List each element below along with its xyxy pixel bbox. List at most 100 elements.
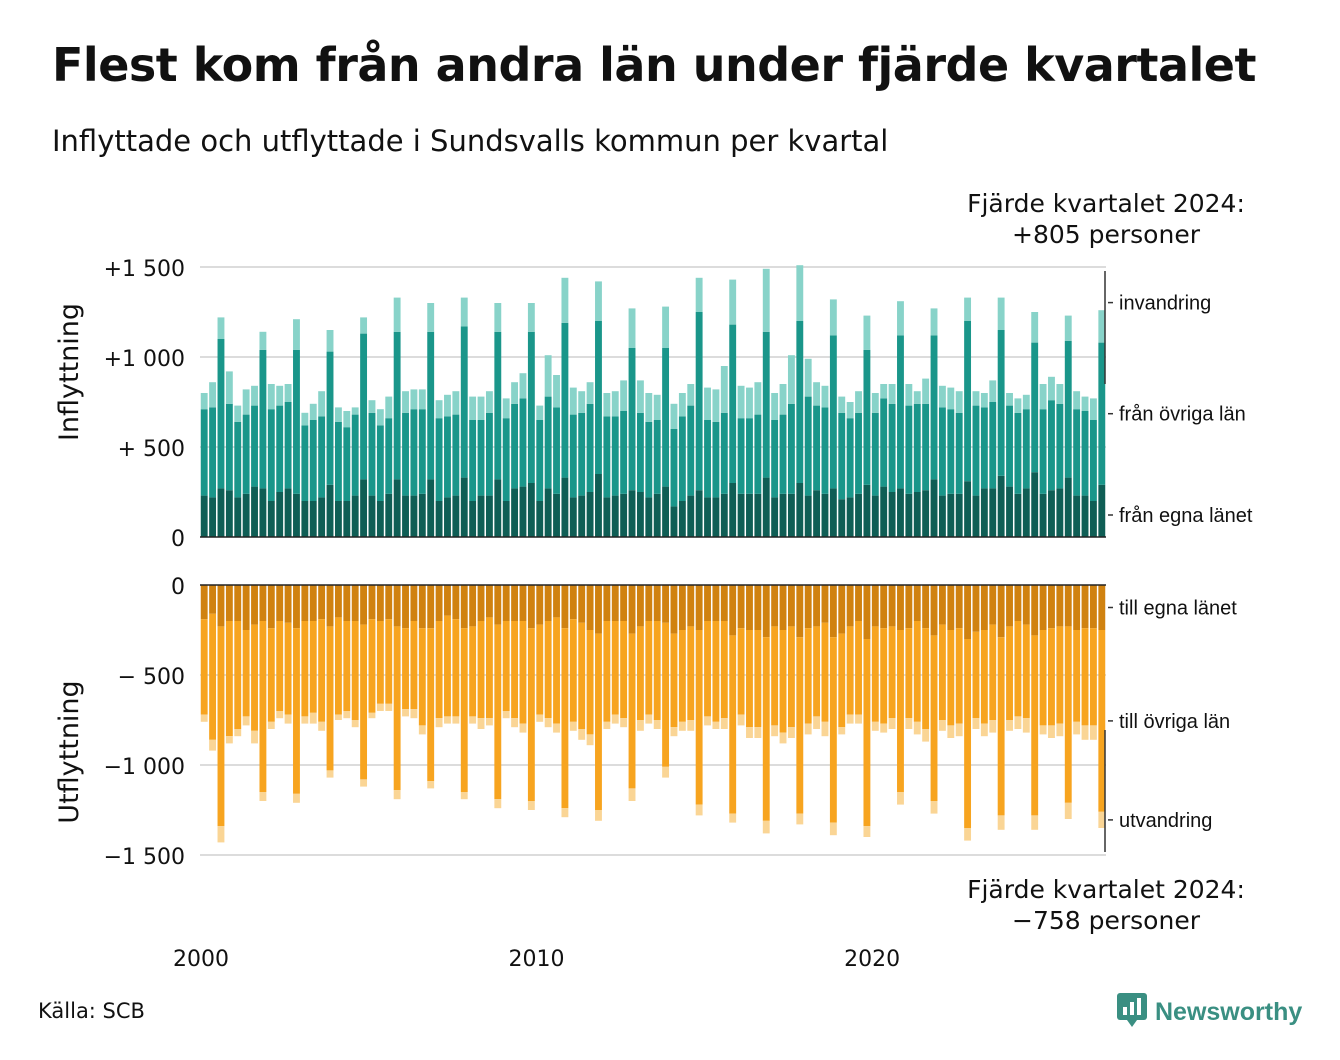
bar-outflow-own <box>536 585 544 625</box>
bar-inflow-own <box>477 495 485 537</box>
bar-outflow-emig <box>880 723 888 733</box>
bar-inflow-own <box>913 492 921 537</box>
bar-inflow-own <box>628 490 636 537</box>
bar-outflow-own <box>989 585 997 625</box>
bar-inflow-immig <box>838 396 846 413</box>
bar-inflow-other <box>746 418 753 494</box>
bar-inflow-other <box>376 425 384 501</box>
bar-inflow-immig <box>225 371 233 404</box>
bar-outflow-emig <box>813 716 821 729</box>
bar-inflow-other <box>343 427 351 501</box>
bar-outflow-own <box>1031 585 1039 636</box>
bar-outflow-other <box>829 637 837 823</box>
bar-inflow-other <box>913 403 921 492</box>
bar-inflow-other <box>821 407 829 494</box>
bar-outflow-own <box>947 585 955 630</box>
bar-inflow-immig <box>888 384 896 404</box>
bar-outflow-own <box>930 585 938 636</box>
bar-inflow-own <box>485 495 493 537</box>
bar-inflow-immig <box>938 385 946 408</box>
bar-outflow-own <box>762 585 770 638</box>
bar-inflow-own <box>1031 472 1039 537</box>
bar-inflow-own <box>452 495 460 537</box>
bar-outflow-own <box>418 585 426 629</box>
bar-outflow-other <box>1064 626 1072 803</box>
bar-inflow-other <box>251 405 258 487</box>
bar-outflow-other <box>888 626 896 719</box>
bar-inflow-own <box>209 497 217 537</box>
bar-inflow-other <box>595 321 602 474</box>
bar-outflow-other <box>1048 628 1055 726</box>
bar-outflow-emig <box>771 725 779 737</box>
bar-inflow-immig <box>947 387 955 410</box>
bar-inflow-other <box>469 420 477 501</box>
bar-inflow-other <box>326 351 334 485</box>
bar-inflow-own <box>863 484 871 537</box>
bar-outflow-own <box>720 585 728 621</box>
bar-outflow-own <box>569 585 577 620</box>
bar-outflow-other <box>620 621 628 719</box>
series-label-out-own: till egna länet <box>1119 598 1237 620</box>
bar-inflow-other <box>293 349 300 494</box>
bar-inflow-own <box>217 488 225 537</box>
bar-inflow-own <box>402 495 409 537</box>
bar-inflow-own <box>645 497 653 537</box>
bar-outflow-other <box>712 621 720 722</box>
bar-outflow-emig <box>553 723 560 733</box>
bar-outflow-other <box>645 621 653 715</box>
bar-inflow-own <box>720 493 728 537</box>
bar-outflow-other <box>846 626 854 715</box>
bar-outflow-own <box>880 585 888 629</box>
bar-inflow-other <box>318 416 326 498</box>
bar-inflow-own <box>234 497 242 537</box>
bar-outflow-emig <box>209 739 217 751</box>
bar-outflow-other <box>897 630 904 792</box>
bar-outflow-own <box>511 585 519 621</box>
chart-bubble-icon <box>1117 993 1147 1031</box>
bar-outflow-other <box>561 628 569 809</box>
bar-inflow-other <box>729 324 737 483</box>
bar-inflow-other <box>897 335 904 489</box>
axes <box>200 271 1106 852</box>
bar-outflow-other <box>611 621 619 715</box>
bar-outflow-other <box>729 635 737 814</box>
bar-inflow-other <box>452 414 460 496</box>
y-tick-label: −1 000 <box>104 755 185 780</box>
bar-inflow-immig <box>284 384 292 402</box>
bar-outflow-emig <box>1048 725 1055 738</box>
bar-inflow-other <box>636 412 644 492</box>
bar-outflow-emig <box>972 718 980 729</box>
bar-outflow-other <box>746 630 753 728</box>
bar-inflow-immig <box>385 396 393 419</box>
bar-inflow-own <box>930 479 938 537</box>
bar-outflow-own <box>922 585 930 629</box>
bar-outflow-emig <box>746 727 753 738</box>
bar-inflow-own <box>544 488 552 537</box>
bar-inflow-own <box>536 501 544 537</box>
bar-outflow-other <box>326 626 334 771</box>
bar-inflow-immig <box>813 382 821 406</box>
bar-inflow-own <box>511 488 519 537</box>
bar-outflow-emig <box>1039 725 1047 735</box>
bar-outflow-other <box>880 628 888 724</box>
bar-outflow-own <box>620 585 628 621</box>
bar-inflow-own <box>678 501 686 537</box>
bar-outflow-own <box>1073 585 1081 630</box>
bar-outflow-other <box>704 621 711 717</box>
bar-inflow-other <box>880 398 888 487</box>
bar-inflow-other <box>586 403 594 492</box>
bar-inflow-immig <box>1039 384 1047 410</box>
bar-outflow-other <box>343 621 351 711</box>
bar-outflow-emig <box>1031 815 1039 830</box>
bar-inflow-immig <box>200 393 208 410</box>
bar-inflow-own <box>410 495 418 537</box>
bar-outflow-emig <box>435 718 443 728</box>
y-tick-label: +1 500 <box>104 257 185 282</box>
bar-inflow-own <box>460 477 468 537</box>
bar-inflow-own <box>360 479 368 537</box>
bar-outflow-emig <box>737 714 745 726</box>
bar-outflow-other <box>653 621 661 720</box>
bar-inflow-immig <box>762 268 770 332</box>
bar-inflow-other <box>603 416 611 498</box>
